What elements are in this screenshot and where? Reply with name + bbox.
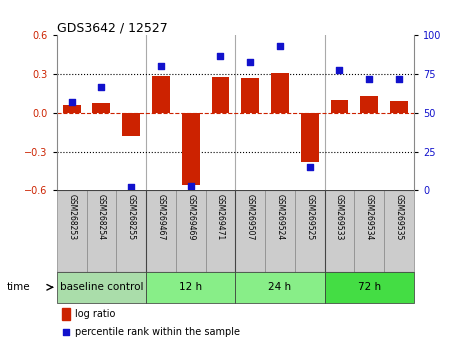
Text: baseline control: baseline control (60, 282, 143, 292)
Point (366, 76, 373, 82)
Text: time: time (7, 282, 31, 292)
Bar (63, 105, 80, 113)
Bar (152, 76, 170, 113)
Point (187, 183, 194, 189)
Point (97, 84, 105, 90)
Bar (146, 190, 176, 272)
Bar (92, 103, 110, 113)
Bar (87, 190, 116, 272)
Text: GSM269533: GSM269533 (335, 194, 344, 241)
Bar (122, 113, 140, 136)
Bar (206, 190, 236, 272)
Bar (235, 272, 324, 303)
Bar (182, 113, 200, 185)
Bar (360, 96, 378, 113)
Bar (384, 190, 414, 272)
Text: GSM269524: GSM269524 (275, 194, 284, 241)
Text: 24 h: 24 h (268, 282, 291, 292)
Bar (176, 190, 206, 272)
Bar (324, 190, 354, 272)
Text: GSM268255: GSM268255 (127, 194, 136, 241)
Point (68, 99, 75, 105)
Point (395, 76, 403, 82)
Bar (295, 190, 324, 272)
Point (246, 59, 254, 64)
Bar (301, 113, 319, 162)
Text: GSM268253: GSM268253 (67, 194, 76, 241)
Point (217, 53, 224, 58)
Point (157, 64, 165, 69)
Text: 72 h: 72 h (358, 282, 381, 292)
Bar (146, 272, 236, 303)
Text: log ratio: log ratio (75, 309, 115, 319)
Bar (57, 272, 146, 303)
Point (306, 164, 314, 170)
Point (336, 67, 343, 72)
Text: GDS3642 / 12527: GDS3642 / 12527 (57, 21, 167, 34)
Bar (390, 101, 408, 113)
Point (62, 329, 70, 335)
Text: GSM269507: GSM269507 (245, 194, 254, 241)
Text: GSM269525: GSM269525 (305, 194, 314, 241)
Bar (62, 308, 70, 320)
Text: GSM269534: GSM269534 (365, 194, 374, 241)
Bar (235, 190, 265, 272)
Text: GSM269471: GSM269471 (216, 194, 225, 241)
Text: GSM268254: GSM268254 (97, 194, 106, 241)
Bar (211, 78, 229, 113)
Bar (271, 73, 289, 113)
Bar (116, 190, 146, 272)
Bar (57, 190, 87, 272)
Bar (324, 272, 414, 303)
Text: GSM269467: GSM269467 (157, 194, 166, 241)
Point (127, 184, 135, 190)
Bar (331, 100, 349, 113)
Text: percentile rank within the sample: percentile rank within the sample (75, 327, 240, 337)
Bar (265, 190, 295, 272)
Text: GSM269469: GSM269469 (186, 194, 195, 241)
Text: 12 h: 12 h (179, 282, 202, 292)
Point (276, 44, 284, 49)
Text: GSM269535: GSM269535 (394, 194, 403, 241)
Bar (354, 190, 384, 272)
Bar (241, 78, 259, 113)
